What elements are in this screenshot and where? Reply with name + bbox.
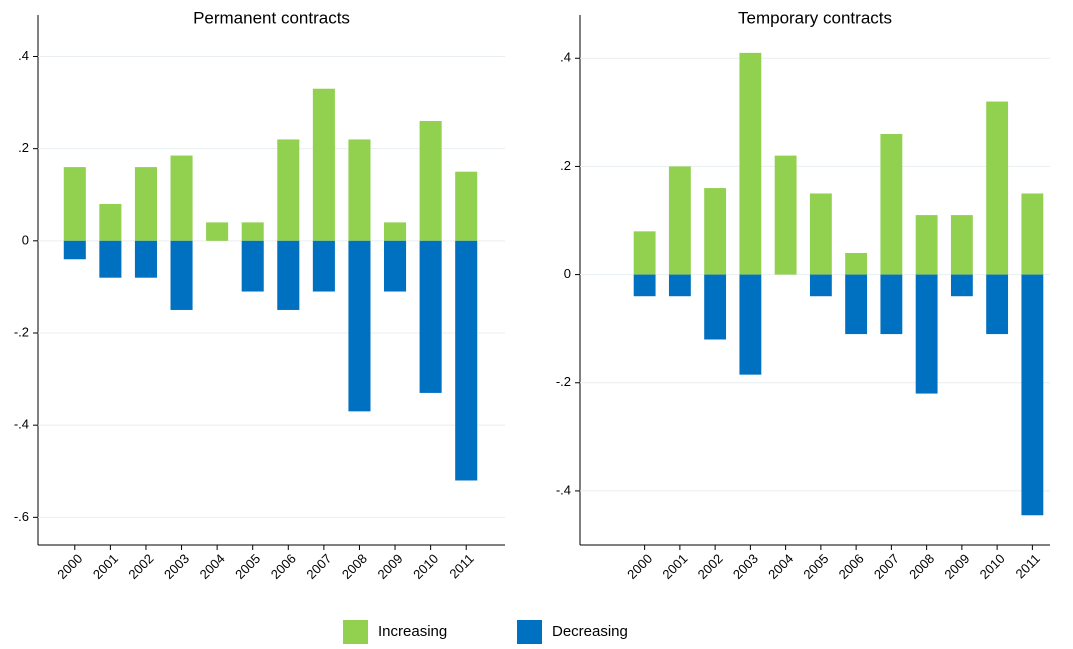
x-tick-label: 2003 (730, 551, 761, 582)
bar (739, 52, 762, 275)
y-tick-label: .4 (560, 50, 571, 65)
y-tick-label: .2 (18, 140, 29, 155)
x-tick-label: 2011 (1013, 551, 1043, 581)
bar (206, 222, 229, 241)
x-tick-label: 2005 (232, 551, 263, 582)
x-tick-label: 2001 (90, 551, 121, 582)
bar (419, 121, 442, 241)
legend-swatch (343, 620, 368, 644)
bar (845, 252, 868, 275)
bar (134, 167, 157, 241)
bar (63, 240, 86, 260)
bar (845, 274, 868, 335)
y-tick-label: -.6 (14, 509, 29, 524)
x-tick-label: 2000 (624, 551, 655, 582)
bar (419, 240, 442, 393)
legend-label: Decreasing (552, 623, 628, 640)
chart-title: Temporary contracts (738, 8, 892, 27)
x-tick-label: 2005 (800, 551, 831, 582)
bar (774, 155, 797, 275)
bar (950, 274, 973, 297)
bar (704, 188, 727, 275)
bar (950, 215, 973, 275)
bar (134, 240, 157, 278)
bar (668, 166, 691, 275)
y-tick-label: -.2 (556, 374, 571, 389)
bar (384, 222, 407, 241)
x-tick-label: 2006 (268, 551, 299, 582)
bar (915, 274, 938, 394)
bar (241, 240, 264, 292)
y-tick-label: .4 (18, 48, 29, 63)
bar (1021, 193, 1044, 275)
bar (986, 274, 1009, 335)
x-tick-label: 2010 (977, 551, 1008, 582)
y-tick-label: 0 (564, 266, 571, 281)
bar (63, 167, 86, 241)
x-tick-label: 2008 (906, 551, 937, 582)
bar (668, 274, 691, 297)
x-tick-label: 2004 (765, 551, 796, 582)
bar (241, 222, 264, 241)
x-tick-label: 2006 (836, 551, 867, 582)
bar (277, 240, 300, 310)
bar (170, 240, 193, 310)
y-tick-label: 0 (22, 232, 29, 247)
bar (99, 240, 122, 278)
bar (809, 274, 832, 297)
bar (348, 240, 371, 412)
bar (277, 139, 300, 241)
bar (99, 203, 122, 241)
y-tick-label: -.4 (14, 417, 29, 432)
bar (986, 101, 1009, 275)
x-tick-label: 2003 (161, 551, 192, 582)
bar (170, 155, 193, 241)
x-tick-label: 2008 (339, 551, 370, 582)
x-tick-label: 2010 (410, 551, 441, 582)
legend-label: Increasing (378, 623, 447, 640)
bar (739, 274, 762, 375)
chart-title: Permanent contracts (193, 8, 350, 27)
x-tick-label: 2002 (125, 551, 156, 582)
bar (348, 139, 371, 241)
y-tick-label: -.2 (14, 324, 29, 339)
bar (1021, 274, 1044, 516)
bar (704, 274, 727, 340)
legend-swatch (517, 620, 542, 644)
x-tick-label: 2007 (871, 551, 902, 582)
bar (880, 133, 903, 275)
x-tick-label: 2009 (941, 551, 972, 582)
x-tick-label: 2011 (446, 551, 476, 581)
bar (455, 240, 478, 481)
bar (312, 240, 335, 292)
x-tick-label: 2001 (659, 551, 690, 582)
x-tick-label: 2002 (695, 551, 726, 582)
bar (455, 171, 478, 241)
x-tick-label: 2009 (375, 551, 406, 582)
bar (312, 88, 335, 241)
bar (809, 193, 832, 275)
bar (384, 240, 407, 292)
bar (880, 274, 903, 335)
y-tick-label: .2 (560, 158, 571, 173)
x-tick-label: 2004 (197, 551, 228, 582)
x-tick-label: 2000 (54, 551, 85, 582)
bar (915, 215, 938, 275)
x-tick-label: 2007 (303, 551, 334, 582)
bar (633, 231, 656, 275)
y-tick-label: -.4 (556, 482, 571, 497)
bar (633, 274, 656, 297)
